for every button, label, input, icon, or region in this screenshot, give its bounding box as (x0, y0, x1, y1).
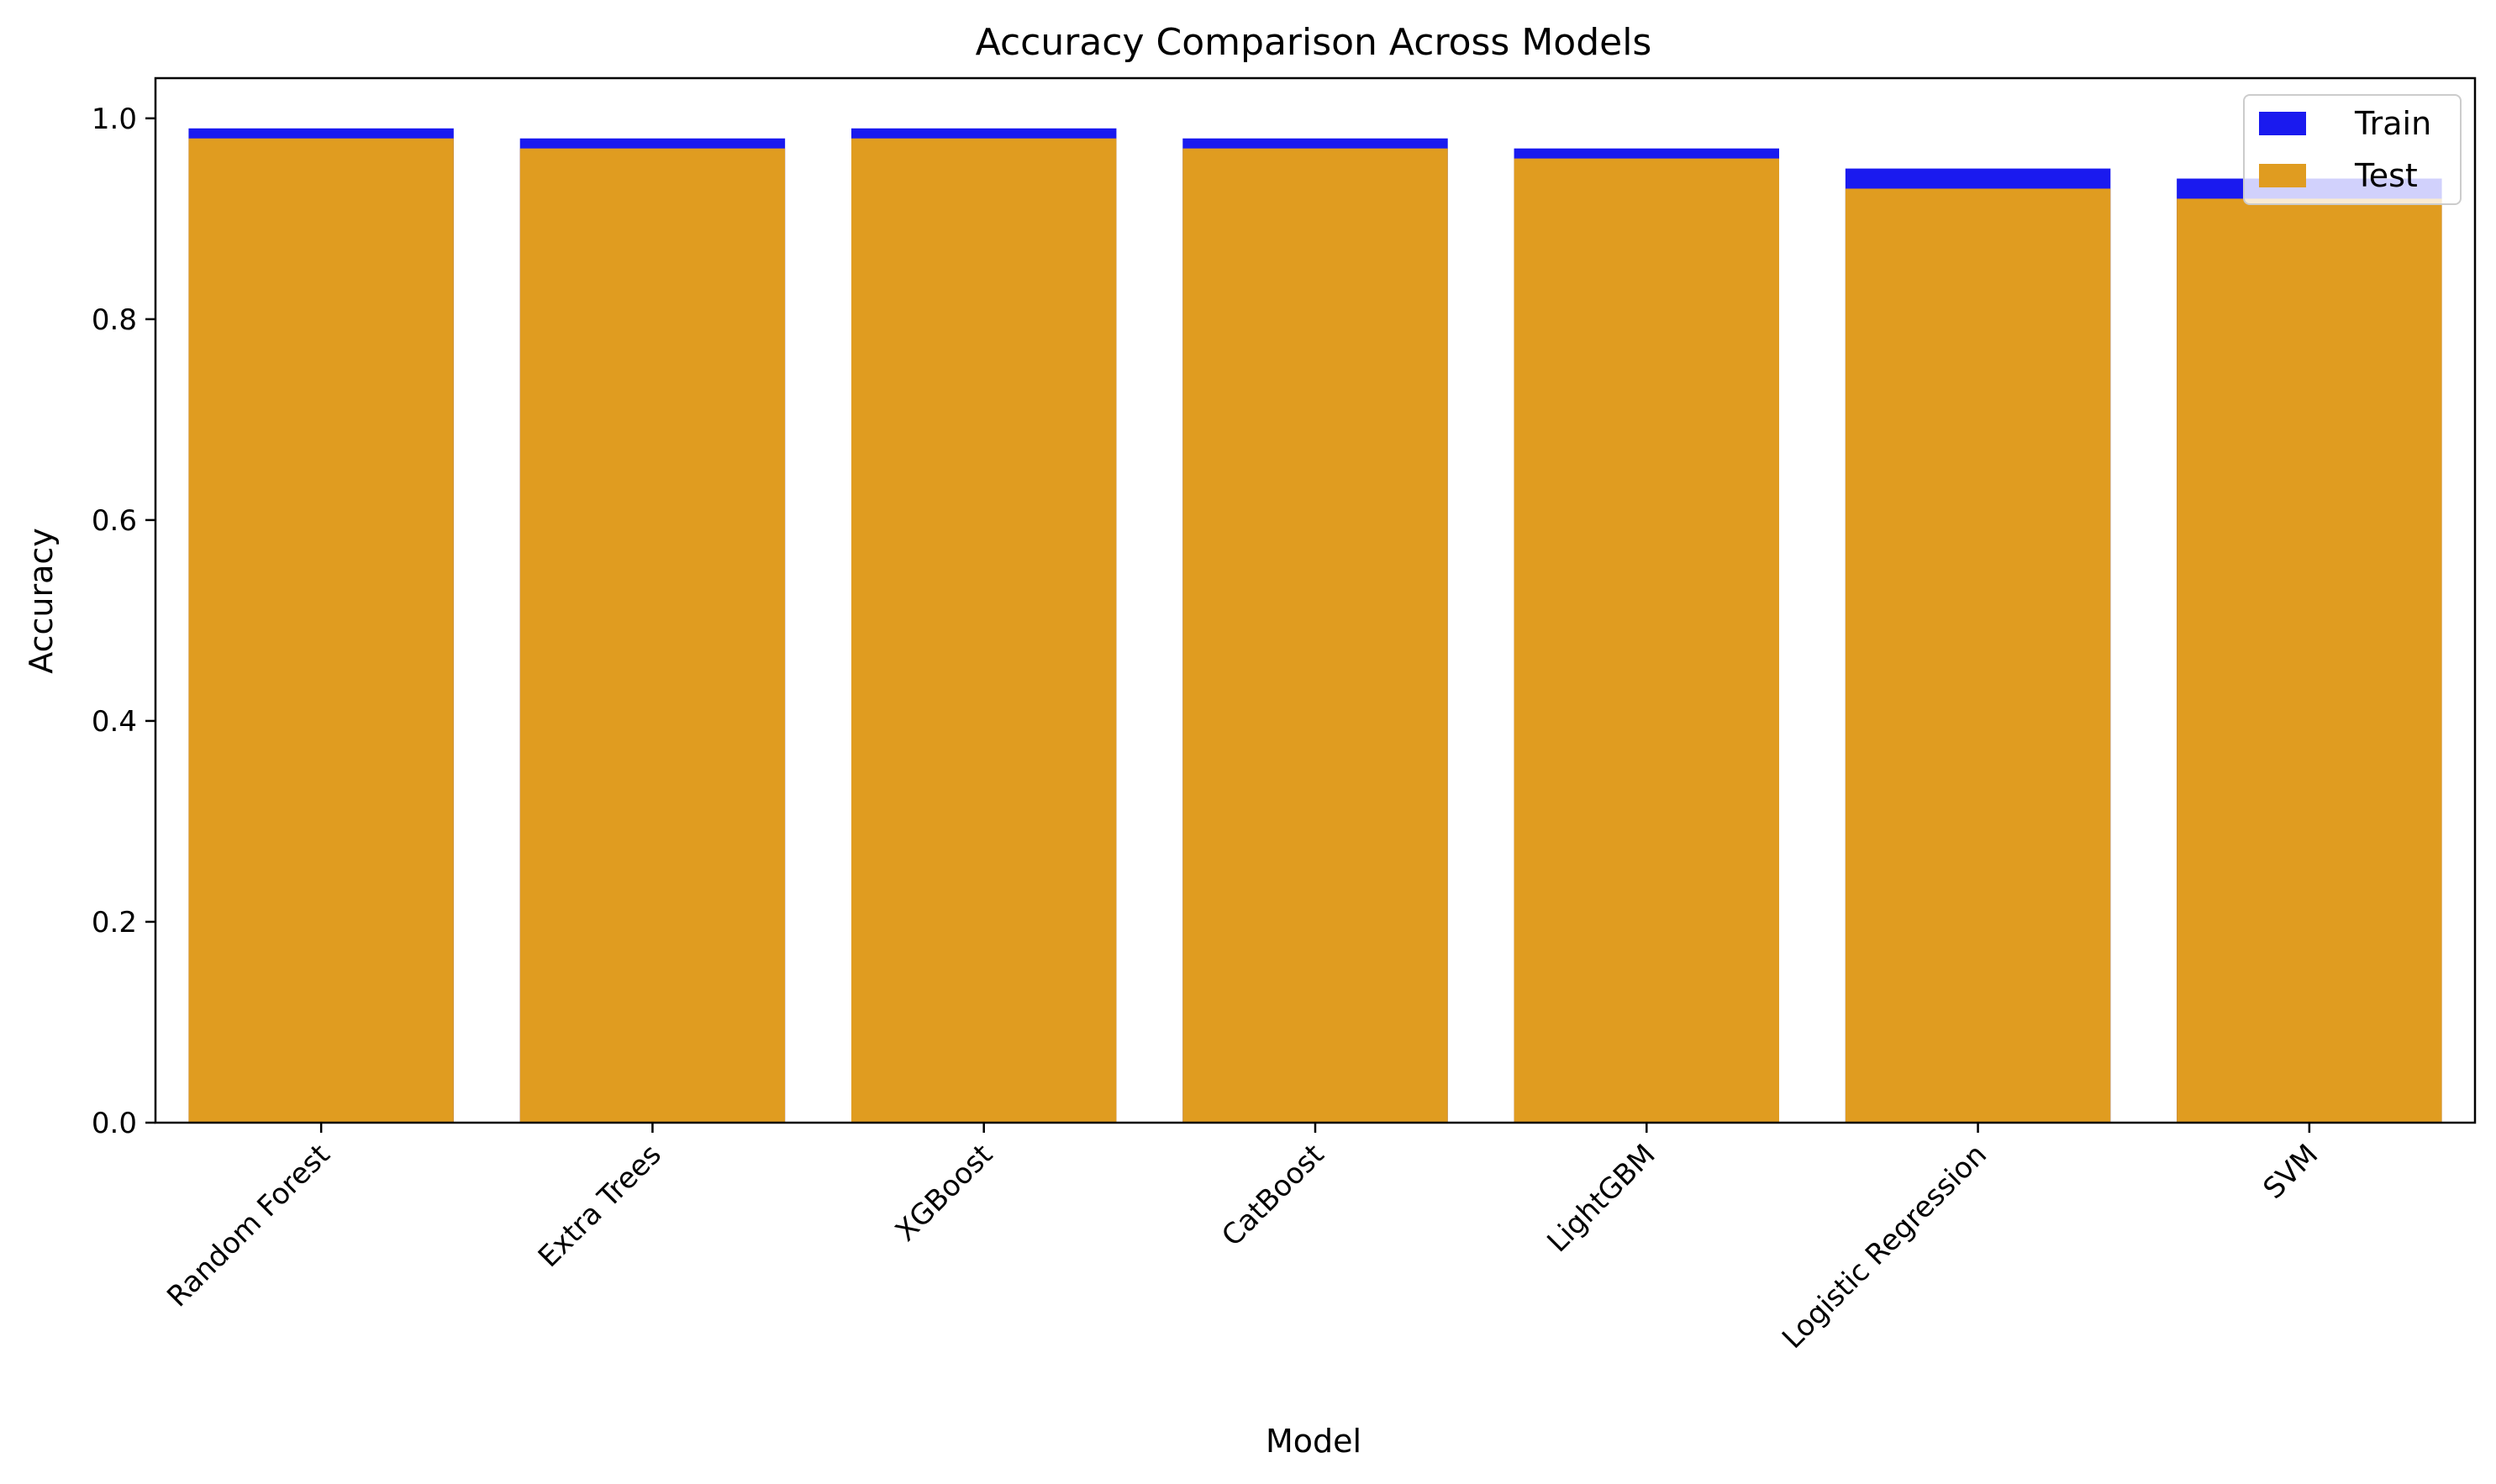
x-tick-label: Extra Trees (532, 1138, 668, 1274)
x-axis: Random Forest Extra Trees XGBoost CatBoost L… (161, 1123, 2325, 1355)
x-tick-label: CatBoost (1215, 1138, 1330, 1253)
legend-swatch-train (2259, 112, 2306, 135)
plot-frame (154, 76, 2477, 1124)
y-axis-label: Accuracy (23, 528, 60, 674)
test-bar-7 (2177, 198, 2442, 1123)
y-tick-label: 0.2 (92, 906, 137, 939)
legend-swatch-test (2259, 164, 2306, 187)
x-tick-label: XGBoost (889, 1138, 999, 1248)
test-bar-4 (1182, 148, 1448, 1123)
test-bar-2 (519, 148, 786, 1123)
legend[interactable]: Train Test (2243, 94, 2462, 205)
y-tick-label: 0.4 (92, 705, 137, 739)
y-tick-label: 0.0 (92, 1107, 137, 1140)
y-tick-label: 0.6 (92, 504, 137, 538)
y-axis: 0.0 0.2 0.4 0.6 0.8 1.0 (92, 103, 155, 1140)
legend-label-train: Train (2354, 105, 2431, 142)
test-bar-5 (1514, 158, 1779, 1123)
y-tick-label: 1.0 (92, 103, 137, 136)
test-bar-1 (188, 138, 454, 1124)
bars-layer (188, 128, 2442, 1124)
x-tick-label: Random Forest (161, 1138, 336, 1313)
test-bar-6 (1845, 188, 2111, 1124)
x-tick-label: SVM (2256, 1138, 2325, 1206)
legend-label-test: Test (2354, 157, 2418, 194)
chart-title: Accuracy Comparison Across Models (976, 21, 1652, 64)
x-tick-label: Logistic Regression (1776, 1138, 1993, 1355)
test-bar-3 (851, 138, 1117, 1124)
x-tick-label: LightGBM (1540, 1138, 1661, 1259)
x-axis-label: Model (1266, 1423, 1361, 1460)
y-tick-label: 0.8 (92, 303, 137, 337)
